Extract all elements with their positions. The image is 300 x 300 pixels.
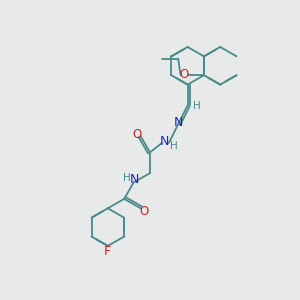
- Text: N: N: [173, 116, 183, 129]
- Text: F: F: [103, 245, 110, 258]
- Text: N: N: [130, 173, 139, 186]
- Text: O: O: [179, 68, 188, 81]
- Text: H: H: [193, 101, 200, 111]
- Text: H: H: [170, 141, 178, 151]
- Text: O: O: [132, 128, 141, 140]
- Text: H: H: [123, 172, 130, 182]
- Text: O: O: [139, 205, 148, 218]
- Text: N: N: [160, 136, 170, 148]
